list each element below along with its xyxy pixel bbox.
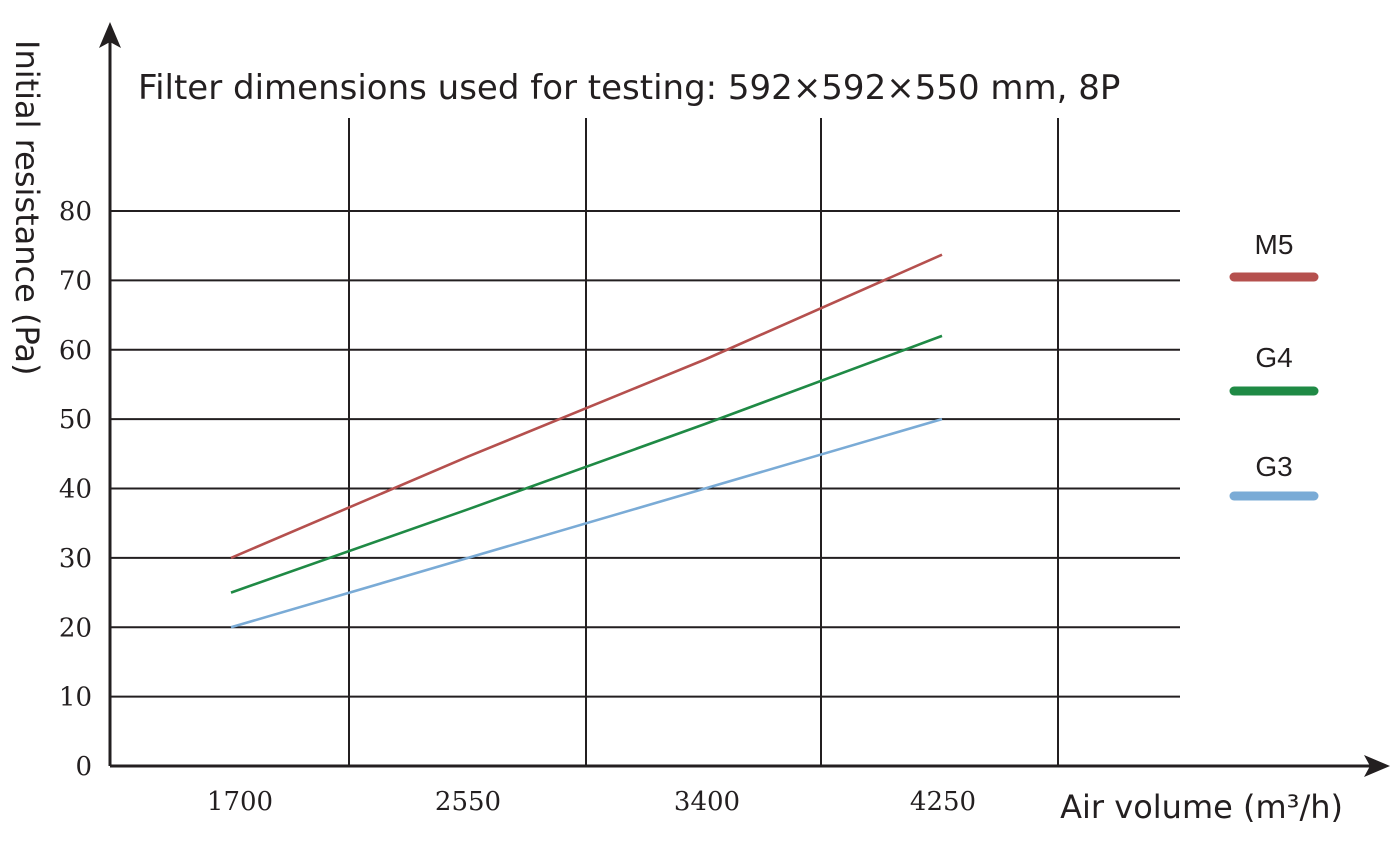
- x-axis-title: Air volume (m³/h): [1060, 788, 1343, 826]
- y-tick-label: 50: [59, 405, 92, 435]
- y-tick-label: 20: [59, 613, 92, 643]
- x-tick-label: 3400: [674, 787, 740, 817]
- legend-label-g3: G3: [1255, 451, 1292, 482]
- y-tick-label: 70: [59, 266, 92, 296]
- x-axis-arrow-icon: [1364, 755, 1390, 777]
- y-tick-label: 30: [59, 544, 92, 574]
- y-tick-label: 80: [59, 197, 92, 227]
- series-line-m5: [230, 253, 943, 560]
- legend-label-m5: M5: [1255, 229, 1294, 260]
- y-tick-label: 60: [59, 336, 92, 366]
- y-axis-arrow-icon: [99, 22, 121, 48]
- x-tick-label: 2550: [435, 787, 501, 817]
- legend-label-g4: G4: [1255, 342, 1292, 373]
- chart-title: Filter dimensions used for testing: 592×…: [138, 68, 1120, 108]
- series-line-g3: [230, 417, 943, 629]
- x-tick-labels: 1700 2550 3400 4250: [207, 787, 976, 817]
- x-tick-label: 4250: [910, 787, 976, 817]
- y-tick-label: 0: [75, 752, 92, 782]
- x-tick-label: 1700: [207, 787, 273, 817]
- series-lines: [230, 253, 943, 629]
- y-tick-label: 10: [59, 683, 92, 713]
- y-tick-label: 40: [59, 475, 92, 505]
- legend: M5 G4 G3: [1229, 229, 1319, 501]
- y-axis-title: Initial resistance (Pa): [8, 40, 46, 375]
- y-tick-labels: 0 10 20 30 40 50 60 70 80: [59, 197, 92, 782]
- series-line-g4: [230, 334, 943, 594]
- axes: [99, 22, 1390, 777]
- gridlines: [110, 118, 1180, 766]
